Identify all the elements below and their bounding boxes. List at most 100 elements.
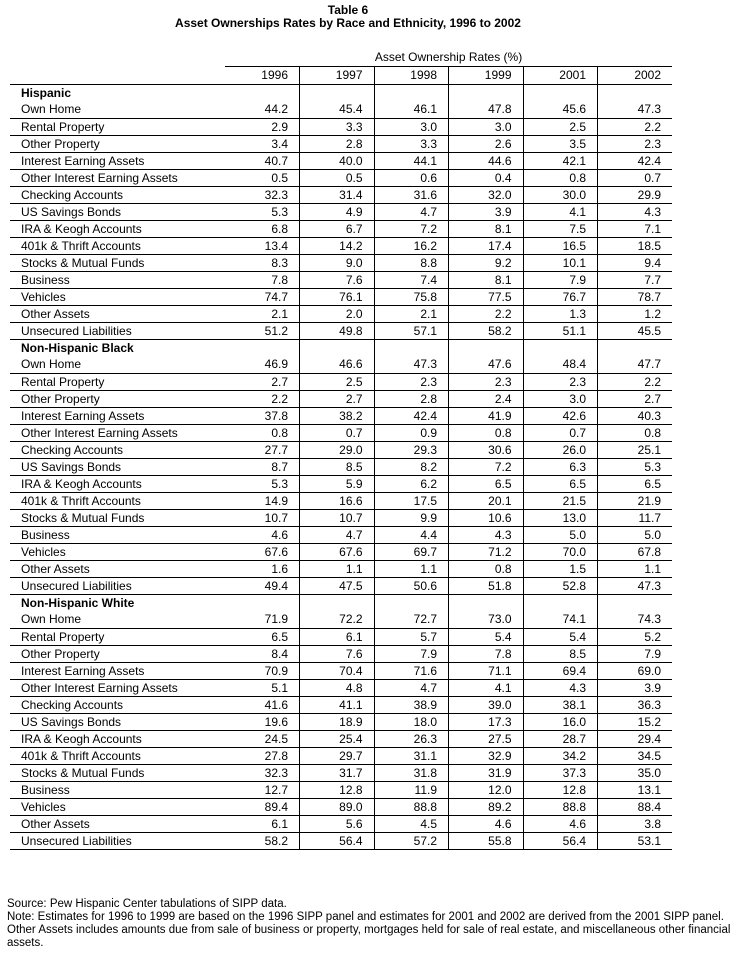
empty-cell xyxy=(597,339,673,356)
value-cell: 52.8 xyxy=(522,577,598,595)
value-cell: 36.3 xyxy=(597,696,673,714)
empty-cell xyxy=(373,84,449,101)
value-cell: 4.7 xyxy=(373,679,449,697)
value-cell: 3.3 xyxy=(373,135,449,153)
value-cell: 2.4 xyxy=(448,390,523,408)
value-cell: 1.5 xyxy=(522,560,598,578)
value-cell: 6.3 xyxy=(522,458,598,476)
value-cell: 12.7 xyxy=(225,781,300,799)
value-cell: 10.7 xyxy=(225,509,300,527)
row-label: 401k & Thrift Accounts xyxy=(10,237,225,255)
row-label: Business xyxy=(10,526,225,544)
table-row: IRA & Keogh Accounts 6.8 6.7 7.2 8.1 7.5 7.1 xyxy=(10,220,673,238)
row-label: US Savings Bonds xyxy=(10,713,225,731)
table-row: 401k & Thrift Accounts 14.9 16.6 17.5 20.1 21… xyxy=(10,492,673,510)
value-cell: 2.3 xyxy=(597,135,673,153)
row-label: Stocks & Mutual Funds xyxy=(10,254,225,272)
row-label: Own Home xyxy=(10,611,225,629)
asset-ownership-table: Asset Ownership Rates (%) 1996 1997 1998… xyxy=(10,49,673,850)
value-cell: 75.8 xyxy=(373,288,449,306)
table-row: Other Interest Earning Assets 0.8 0.7 0.9 0.… xyxy=(10,424,673,442)
value-cell: 51.2 xyxy=(225,322,300,340)
value-cell: 3.5 xyxy=(522,135,598,153)
value-cell: 7.8 xyxy=(448,645,523,663)
value-cell: 5.4 xyxy=(522,628,598,646)
row-label: Unsecured Liabilities xyxy=(10,577,225,595)
value-cell: 57.2 xyxy=(373,832,449,850)
empty-cell xyxy=(597,84,673,101)
value-cell: 0.5 xyxy=(225,169,300,187)
table-row: Rental Property 2.7 2.5 2.3 2.3 2.3 2.2 xyxy=(10,373,673,391)
value-cell: 2.1 xyxy=(373,305,449,323)
year-header-1998: 1998 xyxy=(373,66,449,85)
value-cell: 10.7 xyxy=(299,509,374,527)
value-cell: 25.4 xyxy=(299,730,374,748)
value-cell: 1.2 xyxy=(597,305,673,323)
table-row: Other Property 3.4 2.8 3.3 2.6 3.5 2.3 xyxy=(10,135,673,153)
row-label: Business xyxy=(10,271,225,289)
value-cell: 47.3 xyxy=(373,356,449,374)
value-cell: 32.9 xyxy=(448,747,523,765)
value-cell: 3.0 xyxy=(448,118,523,136)
empty-cell xyxy=(448,84,523,101)
value-cell: 7.5 xyxy=(522,220,598,238)
value-cell: 3.3 xyxy=(299,118,374,136)
value-cell: 7.6 xyxy=(299,271,374,289)
row-label: IRA & Keogh Accounts xyxy=(10,220,225,238)
value-cell: 2.6 xyxy=(448,135,523,153)
value-cell: 46.6 xyxy=(299,356,374,374)
year-header-1997: 1997 xyxy=(299,66,374,85)
value-cell: 49.8 xyxy=(299,322,374,340)
row-label: Rental Property xyxy=(10,373,225,391)
value-cell: 46.1 xyxy=(373,101,449,119)
value-cell: 16.2 xyxy=(373,237,449,255)
row-label: Other Interest Earning Assets xyxy=(10,424,225,442)
table-row: US Savings Bonds 8.7 8.5 8.2 7.2 6.3 5.3 xyxy=(10,458,673,476)
value-cell: 51.1 xyxy=(522,322,598,340)
empty-cell xyxy=(299,339,374,356)
value-cell: 26.0 xyxy=(522,441,598,459)
table-row: Rental Property 6.5 6.1 5.7 5.4 5.4 5.2 xyxy=(10,628,673,646)
table-row: Other Assets 6.1 5.6 4.5 4.6 4.6 3.8 xyxy=(10,815,673,833)
value-cell: 10.6 xyxy=(448,509,523,527)
value-cell: 71.1 xyxy=(448,662,523,680)
table-row: Interest Earning Assets 70.9 70.4 71.6 71.1 6… xyxy=(10,662,673,680)
value-cell: 7.2 xyxy=(448,458,523,476)
method-note: Note: Estimates for 1996 to 1999 are bas… xyxy=(7,911,731,949)
value-cell: 29.0 xyxy=(299,441,374,459)
value-cell: 12.8 xyxy=(299,781,374,799)
value-cell: 30.0 xyxy=(522,186,598,204)
value-cell: 4.5 xyxy=(373,815,449,833)
table-row: US Savings Bonds 19.6 18.9 18.0 17.3 16.0 15.2 xyxy=(10,713,673,731)
value-cell: 2.2 xyxy=(597,118,673,136)
value-cell: 4.6 xyxy=(225,526,300,544)
value-cell: 56.4 xyxy=(299,832,374,850)
table-row: Other Interest Earning Assets 0.5 0.5 0.6 0.… xyxy=(10,169,673,187)
section-header-row: Hispanic xyxy=(10,84,673,101)
value-cell: 0.4 xyxy=(448,169,523,187)
value-cell: 37.8 xyxy=(225,407,300,425)
table-row: Other Assets 1.6 1.1 1.1 0.8 1.5 1.1 xyxy=(10,560,673,578)
value-cell: 4.7 xyxy=(373,203,449,221)
source-note: Source: Pew Hispanic Center tabulations … xyxy=(7,898,287,910)
empty-cell xyxy=(373,594,449,611)
value-cell: 45.6 xyxy=(522,101,598,119)
value-cell: 31.8 xyxy=(373,764,449,782)
value-cell: 9.0 xyxy=(299,254,374,272)
row-label: Stocks & Mutual Funds xyxy=(10,764,225,782)
value-cell: 25.1 xyxy=(597,441,673,459)
value-cell: 2.3 xyxy=(373,373,449,391)
value-cell: 17.4 xyxy=(448,237,523,255)
value-cell: 74.1 xyxy=(522,611,598,629)
section-header-row: Non-Hispanic Black xyxy=(10,339,673,356)
section-label: Hispanic xyxy=(21,85,72,100)
value-cell: 89.2 xyxy=(448,798,523,816)
section-label: Non-Hispanic Black xyxy=(21,340,134,355)
value-cell: 74.3 xyxy=(597,611,673,629)
table-row: Rental Property 2.9 3.3 3.0 3.0 2.5 2.2 xyxy=(10,118,673,136)
value-cell: 5.3 xyxy=(225,203,300,221)
value-cell: 89.4 xyxy=(225,798,300,816)
value-cell: 31.1 xyxy=(373,747,449,765)
value-cell: 8.4 xyxy=(225,645,300,663)
empty-cell xyxy=(373,339,449,356)
